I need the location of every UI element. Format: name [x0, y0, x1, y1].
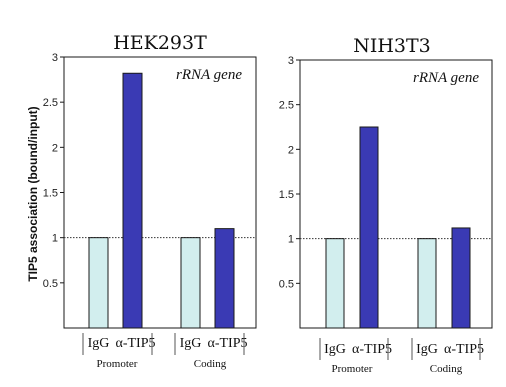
y-tick-label: 2 — [52, 142, 58, 154]
panel-nih3t3: NIH3T3 rRNA gene 3 2.5 2 1.5 1 0.5 IgG α… — [279, 35, 493, 375]
panel-hek293t: HEK293T rRNA gene 3 2.5 2 1.5 1 0.5 IgG … — [43, 32, 257, 370]
y-tick-label: 2 — [288, 144, 294, 156]
bar-anti-tip5 — [214, 228, 235, 329]
group-bracket — [82, 333, 153, 355]
group-label: Coding — [194, 358, 227, 370]
group-bracket — [319, 338, 389, 360]
y-tick-label: 0.5 — [43, 278, 58, 290]
y-tick-label: 3 — [288, 55, 294, 67]
category-label: α-TIP5 — [208, 336, 248, 351]
group-label: Promoter — [97, 358, 138, 370]
category-label: IgG — [88, 336, 110, 351]
y-tick-label: 1 — [52, 233, 58, 245]
y-tick-label: 3 — [52, 52, 58, 64]
bar-igg — [325, 238, 345, 329]
y-axis-label: TIP5 association (bound/input) — [26, 106, 40, 281]
y-tick-label: 2.5 — [43, 97, 58, 109]
bar-igg — [88, 237, 109, 329]
y-tick-label: 1 — [288, 234, 294, 246]
group-bracket — [411, 338, 481, 360]
category-label: α-TIP5 — [116, 336, 156, 351]
category-label: IgG — [324, 342, 346, 357]
y-tick-label: 0.5 — [279, 278, 294, 290]
group-label: Coding — [430, 363, 463, 375]
panel-subtitle: rRNA gene — [176, 67, 242, 83]
bar-igg — [417, 238, 437, 329]
bar-anti-tip5 — [451, 227, 471, 329]
panel-title: NIH3T3 — [353, 35, 431, 57]
category-label: α-TIP5 — [444, 342, 484, 357]
panel-subtitle: rRNA gene — [413, 70, 479, 86]
panel-title: HEK293T — [113, 32, 207, 54]
group-bracket — [174, 333, 245, 355]
y-tick-label: 1.5 — [279, 189, 294, 201]
category-label: IgG — [416, 342, 438, 357]
category-label: IgG — [180, 336, 202, 351]
bar-igg — [180, 237, 201, 329]
group-label: Promoter — [332, 363, 373, 375]
y-tick-label: 1.5 — [43, 188, 58, 200]
bar-anti-tip5 — [122, 72, 143, 329]
bar-anti-tip5 — [359, 126, 379, 329]
category-label: α-TIP5 — [352, 342, 392, 357]
y-tick-label: 2.5 — [279, 100, 294, 112]
